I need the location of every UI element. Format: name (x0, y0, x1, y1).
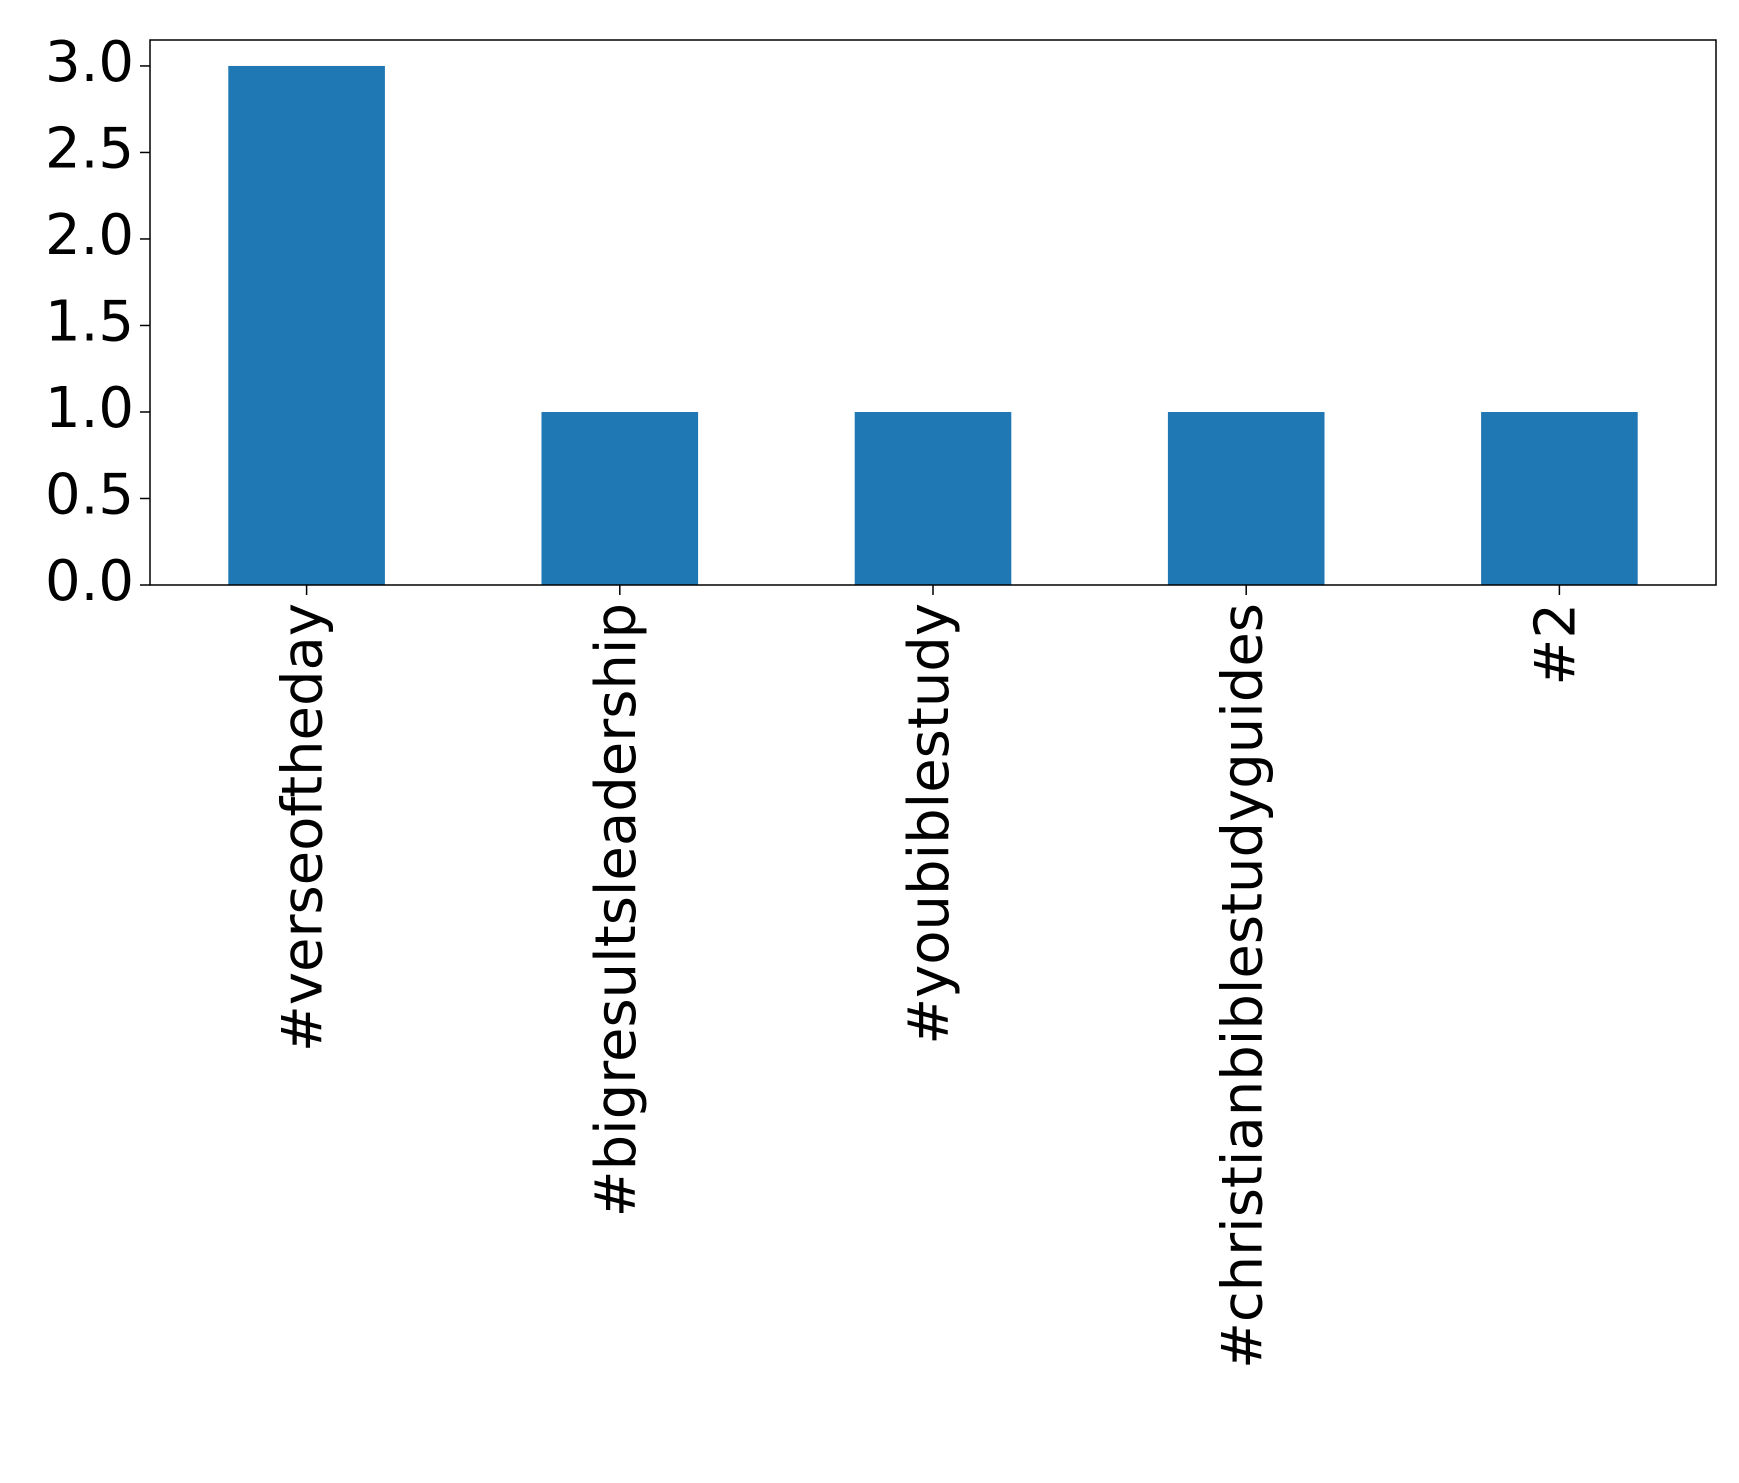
y-tick-label: 3.0 (45, 30, 134, 95)
x-tick-label: #2 (1524, 603, 1589, 686)
x-tick-label: #bigresultsleadership (584, 603, 649, 1217)
y-tick-label: 0.5 (45, 463, 134, 528)
plot-frame (149, 39, 1717, 586)
y-tick-label: 1.5 (45, 290, 134, 355)
bar (1167, 411, 1325, 585)
y-tick-label: 0.0 (45, 549, 134, 614)
bar (854, 411, 1012, 585)
x-tick-label: #verseoftheday (271, 603, 336, 1052)
x-tick-label: #youbiblestudy (897, 603, 962, 1045)
y-tick-label: 2.5 (45, 117, 134, 182)
bar (228, 65, 385, 585)
x-tick-label: #christianbiblestudyguides (1210, 603, 1275, 1369)
bar (1481, 411, 1638, 585)
y-tick-label: 2.0 (45, 203, 134, 268)
y-tick-label: 1.0 (45, 376, 134, 441)
bar (541, 411, 699, 585)
